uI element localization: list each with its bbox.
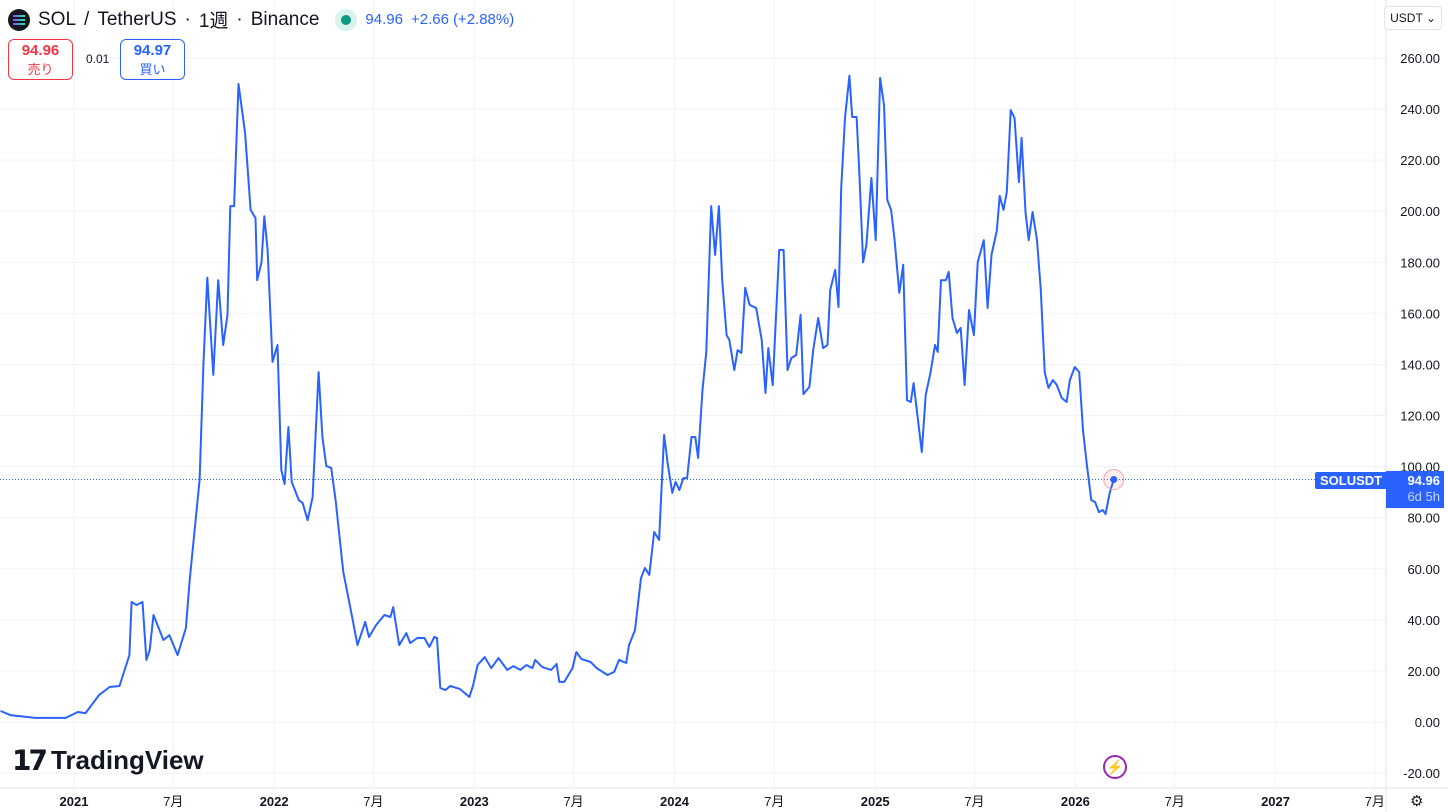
solana-logo-icon <box>8 8 30 31</box>
exchange: Binance <box>250 8 320 30</box>
sell-label: 売り <box>27 61 54 77</box>
y-tick-label: 80.00 <box>1407 511 1440 526</box>
x-tick-label: 2025 <box>861 794 890 809</box>
interval[interactable]: 1週 <box>198 11 229 32</box>
brand-text: TradingView <box>50 745 204 775</box>
buy-label: 買い <box>139 61 166 77</box>
y-tick-label: 60.00 <box>1407 562 1440 577</box>
y-tick-label: 100.00 <box>1400 460 1440 475</box>
y-tick-label: 260.00 <box>1400 51 1440 66</box>
x-tick-label: 2023 <box>460 794 489 809</box>
y-tick-label: 20.00 <box>1407 664 1440 679</box>
sell-button[interactable]: 94.96 売り <box>8 39 73 80</box>
y-tick-label: 220.00 <box>1400 153 1440 168</box>
bar-countdown: 6d 5h <box>1407 489 1440 504</box>
sell-price: 94.96 <box>21 41 60 59</box>
change: +2.66 <box>410 11 449 28</box>
x-tick-label: 2026 <box>1061 794 1090 809</box>
y-tick-label: 200.00 <box>1400 204 1440 219</box>
x-tick-label: 7月 <box>363 794 383 809</box>
market-open-icon <box>335 8 358 31</box>
chart-header: SOL / TetherUS · 1週 · Binance 94.96 +2.66 … <box>8 6 514 33</box>
spread: 0.01 <box>86 52 110 66</box>
last-price: 94.96 <box>365 11 403 28</box>
currency: USDT <box>1390 11 1423 25</box>
x-tick-label: 2022 <box>260 794 289 809</box>
settings-icon[interactable]: ⚙ <box>1410 793 1424 810</box>
symbol[interactable]: SOL <box>38 8 77 30</box>
y-tick-label: 0.00 <box>1415 715 1440 730</box>
chevron-down-icon: ⌄ <box>1425 11 1436 25</box>
price-series-line <box>0 74 1115 719</box>
change-pct: (+2.88%) <box>452 11 515 28</box>
currency-select[interactable]: USDT ⌄ <box>1384 6 1442 30</box>
y-tick-label: 240.00 <box>1400 102 1440 117</box>
x-tick-label: 2021 <box>60 794 89 809</box>
separator: / <box>84 8 90 30</box>
buy-button[interactable]: 94.97 買い <box>120 39 185 80</box>
x-tick-label: 7月 <box>563 794 583 809</box>
tradingview-logo[interactable]: 𝟭𝟳 TradingView <box>12 744 204 777</box>
current-price: 94.96 <box>1407 473 1440 488</box>
y-tick-label: 160.00 <box>1400 306 1440 321</box>
quote-asset: TetherUS <box>97 8 177 30</box>
x-tick-label: 7月 <box>1165 794 1185 809</box>
y-tick-label: 140.00 <box>1400 357 1440 372</box>
y-tick-label: -20.00 <box>1403 766 1440 781</box>
x-tick-label: 7月 <box>764 794 784 809</box>
x-tick-label: 2024 <box>660 794 690 809</box>
buy-price: 94.97 <box>133 41 172 59</box>
lightning-icon[interactable]: ⚡ <box>1103 755 1127 779</box>
y-tick-label: 180.00 <box>1400 255 1440 270</box>
x-tick-label: 7月 <box>964 794 984 809</box>
price-axis-label: 94.96 6d 5h <box>1386 471 1444 508</box>
tv-logo-icon: 𝟭𝟳 <box>12 745 48 776</box>
x-tick-label: 7月 <box>163 794 183 809</box>
last-point-marker <box>1110 475 1118 483</box>
symbol-label: SOLUSDT <box>1315 472 1388 489</box>
y-tick-label: 40.00 <box>1407 613 1440 628</box>
x-tick-label: 7月 <box>1365 794 1385 809</box>
y-tick-label: 120.00 <box>1400 409 1440 424</box>
x-tick-label: 2027 <box>1261 794 1290 809</box>
